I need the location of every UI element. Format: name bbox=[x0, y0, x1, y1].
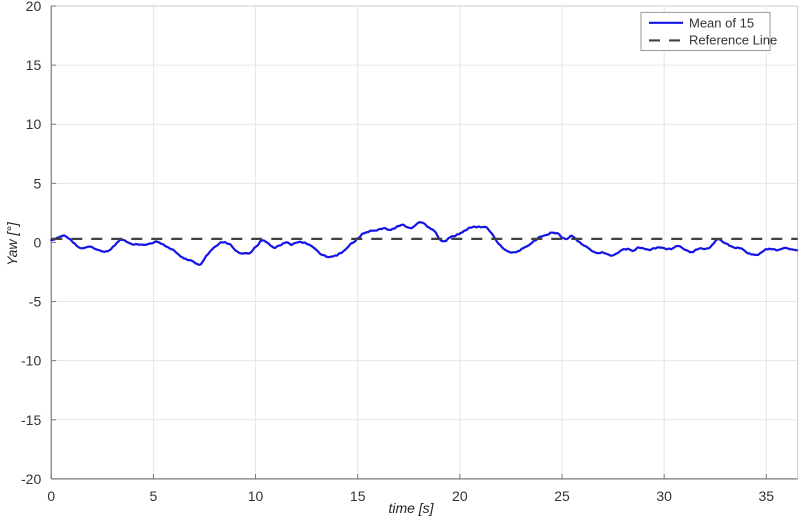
svg-text:10: 10 bbox=[26, 116, 42, 132]
svg-text:Reference Line: Reference Line bbox=[689, 32, 777, 47]
svg-text:5: 5 bbox=[33, 175, 41, 191]
svg-text:15: 15 bbox=[26, 57, 42, 73]
svg-text:-5: -5 bbox=[29, 294, 42, 310]
svg-text:25: 25 bbox=[554, 488, 570, 504]
svg-text:0: 0 bbox=[47, 488, 55, 504]
svg-text:-20: -20 bbox=[21, 471, 41, 487]
svg-text:-10: -10 bbox=[21, 353, 41, 369]
svg-text:30: 30 bbox=[656, 488, 672, 504]
svg-text:20: 20 bbox=[452, 488, 468, 504]
svg-text:15: 15 bbox=[350, 488, 366, 504]
svg-text:35: 35 bbox=[759, 488, 775, 504]
svg-text:5: 5 bbox=[150, 488, 158, 504]
svg-text:-15: -15 bbox=[21, 412, 41, 428]
svg-text:time [s]: time [s] bbox=[388, 500, 434, 516]
svg-text:Yaw [°]: Yaw [°] bbox=[4, 221, 20, 266]
svg-text:Mean of 15: Mean of 15 bbox=[689, 15, 754, 30]
svg-text:0: 0 bbox=[33, 234, 41, 250]
svg-text:20: 20 bbox=[26, 0, 42, 14]
svg-text:10: 10 bbox=[248, 488, 264, 504]
